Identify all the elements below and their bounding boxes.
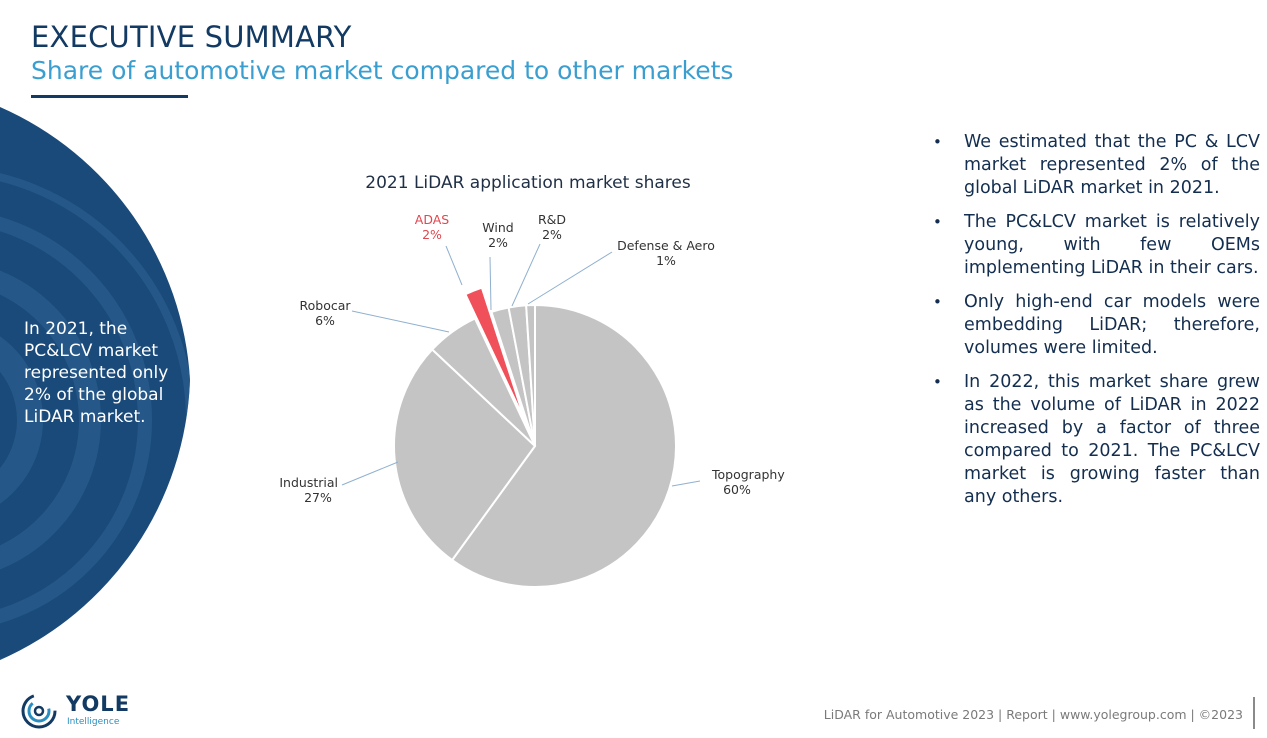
chart-title: 2021 LiDAR application market shares: [365, 173, 691, 193]
slice-label: Wind: [482, 220, 513, 235]
slice-label: Robocar: [299, 298, 351, 313]
bullet-dot: •: [933, 293, 942, 311]
bullet-dot: •: [933, 373, 942, 391]
leader-line: [351, 310, 450, 333]
slice-value-label: 60%: [723, 482, 751, 497]
bullet-text: In 2022, this market share grew as the v…: [964, 372, 1260, 507]
leader-line: [671, 480, 701, 487]
sidebar-decoration: [0, 107, 190, 660]
leader-line: [445, 245, 463, 286]
bullet-item: • We estimated that the PC & LCV market r…: [930, 131, 1260, 200]
slice-value-label: 2%: [488, 235, 508, 250]
slice-value-label: 6%: [315, 313, 335, 328]
bullet-dot: •: [933, 133, 942, 151]
bullet-dot: •: [933, 213, 942, 231]
logo-subtitle: Intelligence: [67, 717, 120, 727]
slice-value-label: 27%: [304, 490, 332, 505]
footer-divider: [1253, 697, 1255, 729]
slice-value-label: 2%: [422, 227, 442, 242]
leader-line: [511, 243, 541, 307]
title-underline: [31, 95, 188, 98]
bullet-text: Only high-end car models were embedding …: [964, 292, 1260, 358]
bullet-text: We estimated that the PC & LCV market re…: [964, 132, 1260, 198]
footer-text: LiDAR for Automotive 2023 | Report | www…: [823, 707, 1243, 722]
bullet-item: • In 2022, this market share grew as the …: [930, 371, 1260, 509]
logo-name: YOLE: [66, 692, 131, 716]
slice-label: Topography: [711, 467, 785, 482]
page-subtitle: Share of automotive market compared to o…: [31, 56, 734, 85]
bullet-item: • The PC&LCV market is relatively young, …: [930, 211, 1260, 280]
slice-value-label: 2%: [542, 227, 562, 242]
slice-label: Industrial: [279, 475, 338, 490]
page-title: EXECUTIVE SUMMARY: [31, 20, 352, 54]
yole-logo: YOLE Intelligence: [20, 692, 140, 730]
pie-slice-robocar: [430, 317, 536, 447]
leader-line: [341, 461, 399, 486]
bullet-list: • We estimated that the PC & LCV market r…: [930, 131, 1260, 520]
sidebar-summary: In 2021, the PC&LCV market represented o…: [24, 319, 169, 427]
bullet-text: The PC&LCV market is relatively young, w…: [964, 212, 1260, 278]
slice-label: R&D: [538, 212, 566, 227]
pie-slice-industrial: [393, 348, 537, 562]
slice-label: ADAS: [415, 212, 450, 227]
pie-slice-topography: [450, 303, 677, 588]
slice-value-label: 1%: [656, 253, 676, 268]
pie-slice-defense-aero: [525, 303, 536, 447]
pie-slice-adas: [464, 286, 527, 423]
leader-line: [527, 251, 613, 305]
yole-spiral-logo-icon: [21, 693, 57, 729]
bullet-item: • Only high-end car models were embedding…: [930, 291, 1260, 360]
leader-line: [489, 256, 492, 311]
slice-label: Defense & Aero: [617, 238, 715, 253]
